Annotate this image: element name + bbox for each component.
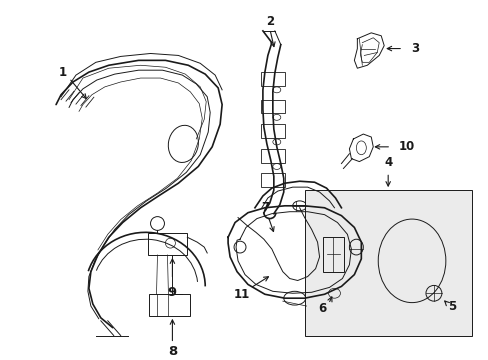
Bar: [261, 72, 284, 86]
Text: 4: 4: [383, 156, 391, 169]
Text: 1: 1: [59, 66, 67, 78]
Bar: [322, 237, 344, 272]
Bar: [148, 294, 190, 316]
Text: 10: 10: [398, 140, 414, 153]
Text: 7: 7: [260, 201, 268, 214]
Bar: [147, 233, 187, 255]
Bar: [261, 149, 284, 163]
Text: 6: 6: [318, 302, 326, 315]
Text: 3: 3: [410, 42, 418, 55]
Text: 11: 11: [233, 288, 250, 301]
Text: 5: 5: [447, 300, 455, 312]
Bar: [261, 124, 284, 138]
Text: 8: 8: [167, 345, 177, 358]
Text: 2: 2: [265, 14, 273, 28]
Text: 9: 9: [167, 286, 177, 299]
Bar: [304, 190, 471, 336]
Bar: [261, 100, 284, 113]
Bar: [261, 174, 284, 187]
